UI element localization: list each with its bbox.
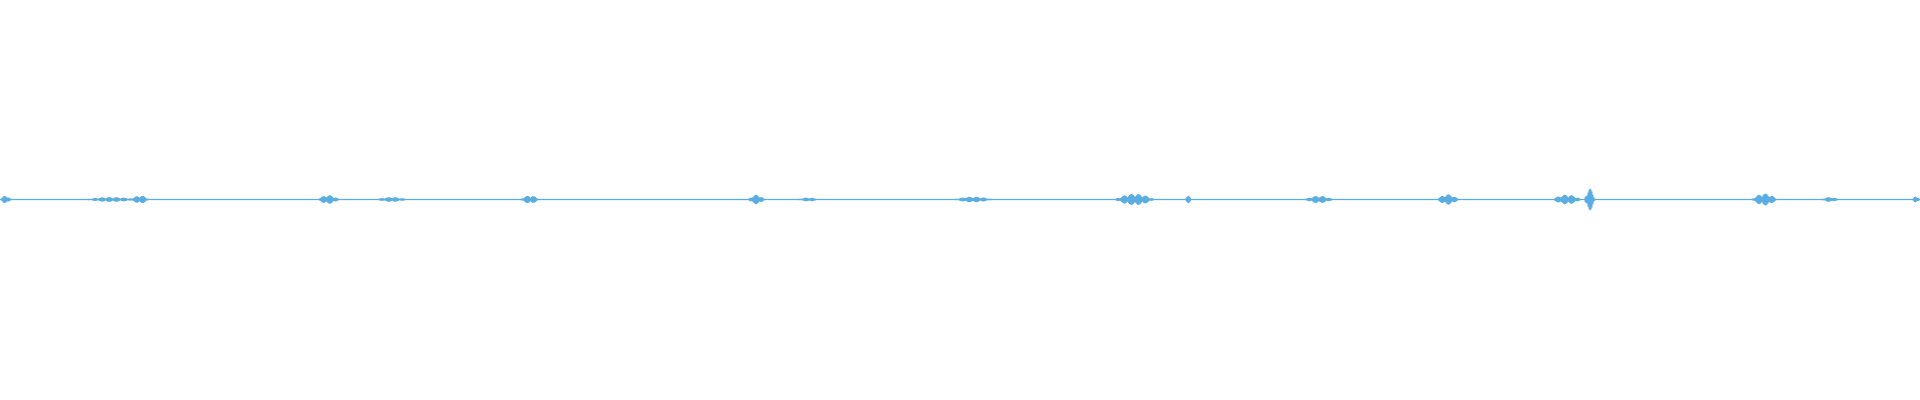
waveform-burst — [1551, 194, 1582, 205]
waveform-burst — [519, 195, 541, 204]
waveform-burst — [83, 197, 141, 202]
waveform-burst — [952, 196, 994, 203]
waveform-burst — [797, 197, 820, 202]
waveform-burst — [1912, 196, 1920, 203]
waveform-burst — [0, 195, 12, 204]
waveform-burst — [1304, 196, 1335, 203]
waveform-burst — [131, 195, 151, 204]
waveform-burst — [1436, 194, 1459, 205]
waveform-burst — [748, 194, 766, 205]
waveform-burst — [1584, 188, 1596, 211]
waveform-burst — [1751, 193, 1778, 206]
waveform-burst — [1114, 194, 1157, 205]
waveform-burst — [374, 197, 409, 202]
waveform-burst — [317, 195, 340, 204]
waveform-burst — [1185, 195, 1193, 204]
waveform-burst — [1820, 197, 1839, 202]
